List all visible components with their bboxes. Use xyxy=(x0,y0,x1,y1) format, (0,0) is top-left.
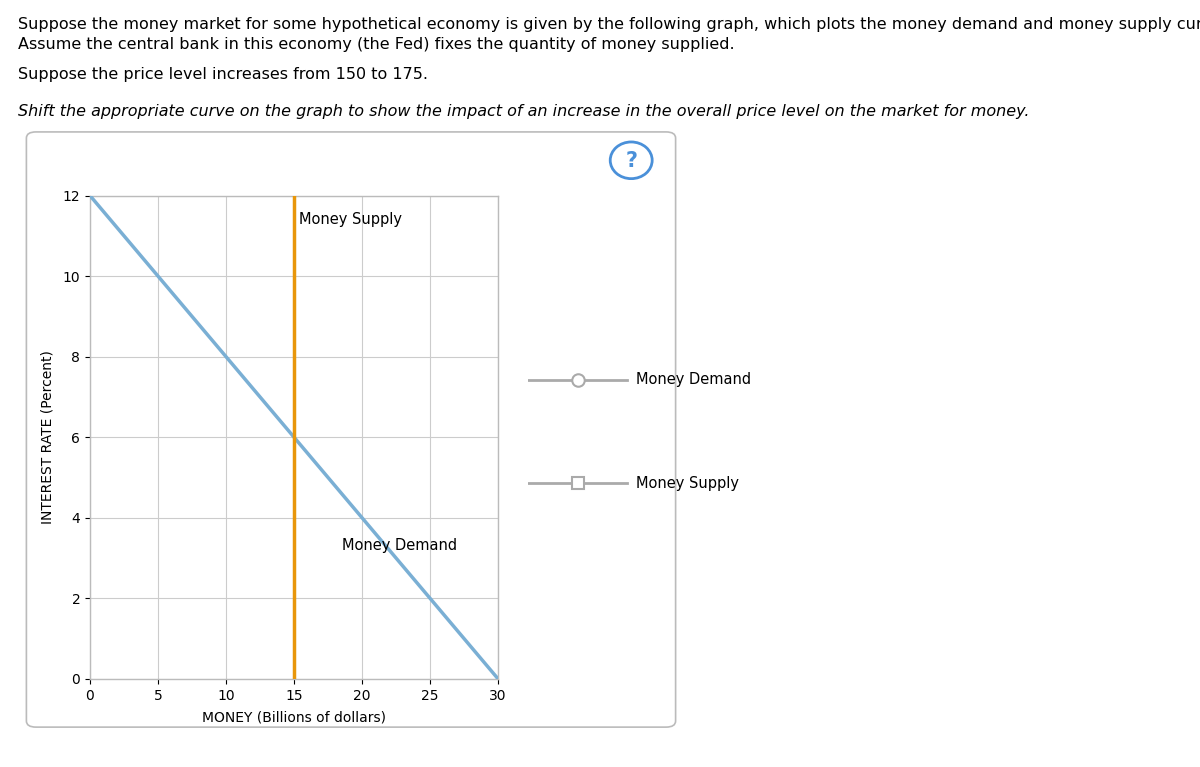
Text: Suppose the money market for some hypothetical economy is given by the following: Suppose the money market for some hypoth… xyxy=(18,17,1200,32)
Text: Money Supply: Money Supply xyxy=(300,212,402,227)
Y-axis label: INTEREST RATE (Percent): INTEREST RATE (Percent) xyxy=(41,351,54,524)
Text: Assume the central bank in this economy (the Fed) fixes the quantity of money su: Assume the central bank in this economy … xyxy=(18,37,734,52)
Text: Money Demand: Money Demand xyxy=(342,538,457,553)
Text: ?: ? xyxy=(625,151,637,171)
Text: Suppose the price level increases from 150 to 175.: Suppose the price level increases from 1… xyxy=(18,67,428,83)
X-axis label: MONEY (Billions of dollars): MONEY (Billions of dollars) xyxy=(202,711,386,725)
Text: Money Supply: Money Supply xyxy=(636,476,739,491)
Text: Money Demand: Money Demand xyxy=(636,372,751,387)
Text: Shift the appropriate curve on the graph to show the impact of an increase in th: Shift the appropriate curve on the graph… xyxy=(18,104,1030,119)
